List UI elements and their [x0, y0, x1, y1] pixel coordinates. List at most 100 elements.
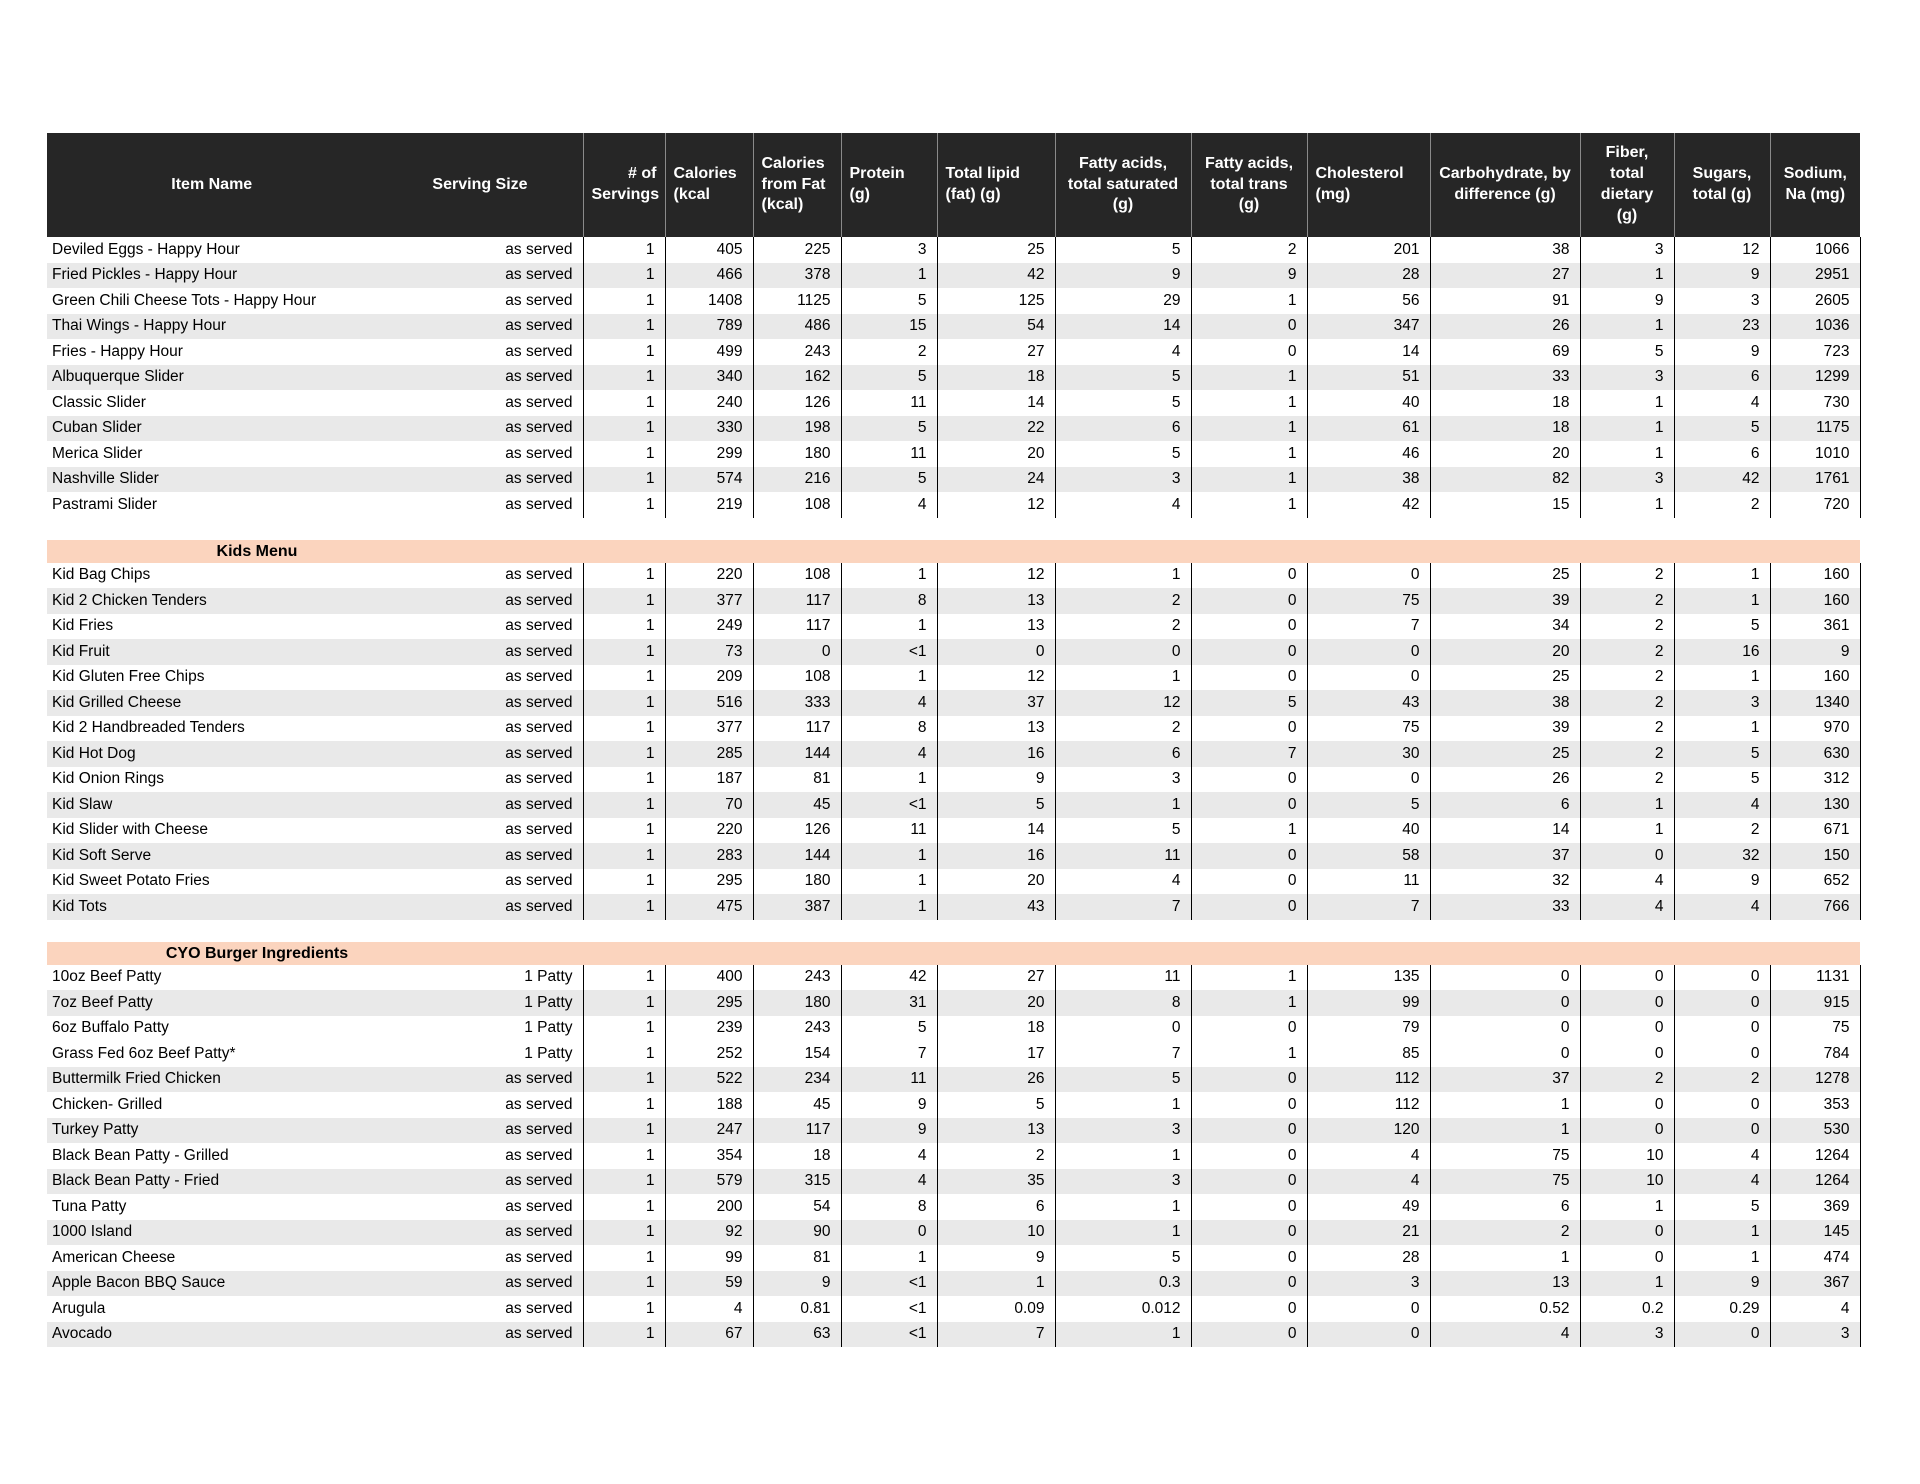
value-cell[interactable]: 99	[1307, 990, 1431, 1016]
value-cell[interactable]: 4	[841, 1143, 938, 1169]
value-cell[interactable]: 5	[1055, 441, 1192, 467]
value-cell[interactable]: 32	[1674, 843, 1771, 869]
value-cell[interactable]: 1036	[1770, 313, 1861, 339]
value-cell[interactable]: 1	[1674, 562, 1771, 588]
value-cell[interactable]: 0	[1191, 1168, 1308, 1194]
value-cell[interactable]: 220	[665, 817, 754, 843]
value-cell[interactable]: 30	[1307, 741, 1431, 767]
value-cell[interactable]: 11	[1055, 964, 1192, 990]
item-name-cell[interactable]: Fried Pickles - Happy Hour	[47, 262, 377, 288]
value-cell[interactable]: 0	[1430, 1041, 1581, 1067]
value-cell[interactable]: 1	[583, 1041, 666, 1067]
serving-size-cell[interactable]: as served	[377, 1092, 584, 1118]
value-cell[interactable]: 1	[583, 262, 666, 288]
value-cell[interactable]: 39	[1430, 588, 1581, 614]
value-cell[interactable]: 12	[1674, 237, 1771, 263]
value-cell[interactable]: 915	[1770, 990, 1861, 1016]
item-name-cell[interactable]: Kid Soft Serve	[47, 843, 377, 869]
value-cell[interactable]: 0	[1580, 1117, 1675, 1143]
item-name-cell[interactable]: Kid Hot Dog	[47, 741, 377, 767]
value-cell[interactable]: 1	[1580, 792, 1675, 818]
value-cell[interactable]: 67	[665, 1321, 754, 1347]
value-cell[interactable]: 789	[665, 313, 754, 339]
value-cell[interactable]: 20	[937, 441, 1056, 467]
value-cell[interactable]: 5	[937, 792, 1056, 818]
value-cell[interactable]: 1	[583, 792, 666, 818]
value-cell[interactable]: 18	[753, 1143, 842, 1169]
value-cell[interactable]: 70	[665, 792, 754, 818]
serving-size-cell[interactable]: as served	[377, 262, 584, 288]
value-cell[interactable]: 0	[1191, 1245, 1308, 1271]
value-cell[interactable]: 160	[1770, 562, 1861, 588]
serving-size-cell[interactable]: as served	[377, 690, 584, 716]
value-cell[interactable]: 252	[665, 1041, 754, 1067]
value-cell[interactable]: 1340	[1770, 690, 1861, 716]
value-cell[interactable]: 10	[937, 1219, 1056, 1245]
value-cell[interactable]: 69	[1430, 339, 1581, 365]
value-cell[interactable]: 81	[753, 1245, 842, 1271]
value-cell[interactable]: 0	[1191, 868, 1308, 894]
value-cell[interactable]: 33	[1430, 364, 1581, 390]
value-cell[interactable]: 198	[753, 415, 842, 441]
value-cell[interactable]: 1	[583, 613, 666, 639]
value-cell[interactable]: 4	[1307, 1143, 1431, 1169]
value-cell[interactable]: 220	[665, 562, 754, 588]
value-cell[interactable]: 5	[1307, 792, 1431, 818]
value-cell[interactable]: 2605	[1770, 288, 1861, 314]
value-cell[interactable]: 0	[1580, 1092, 1675, 1118]
value-cell[interactable]: 6	[1430, 792, 1581, 818]
value-cell[interactable]: 4	[1770, 1296, 1861, 1322]
value-cell[interactable]: 1	[1191, 492, 1308, 518]
item-name-cell[interactable]: Arugula	[52, 1299, 106, 1317]
serving-size-cell[interactable]: as served	[377, 1321, 584, 1347]
value-cell[interactable]: 1	[1055, 792, 1192, 818]
value-cell[interactable]: 1	[1674, 1219, 1771, 1245]
value-cell[interactable]: 1	[1191, 990, 1308, 1016]
value-cell[interactable]: 90	[753, 1219, 842, 1245]
value-cell[interactable]: 1	[583, 288, 666, 314]
value-cell[interactable]: 1	[1055, 1321, 1192, 1347]
value-cell[interactable]: 0	[937, 639, 1056, 665]
serving-size-cell[interactable]: as served	[377, 868, 584, 894]
value-cell[interactable]: 1	[583, 690, 666, 716]
value-cell[interactable]: 5	[1055, 364, 1192, 390]
value-cell[interactable]: 26	[937, 1066, 1056, 1092]
value-cell[interactable]: 4	[1674, 390, 1771, 416]
value-cell[interactable]: 1	[1674, 664, 1771, 690]
value-cell[interactable]: 784	[1770, 1041, 1861, 1067]
value-cell[interactable]: 2	[1674, 492, 1771, 518]
item-name-cell[interactable]: Albuquerque Slider	[47, 364, 377, 390]
value-cell[interactable]: 46	[1307, 441, 1431, 467]
value-cell[interactable]: 4	[841, 1168, 938, 1194]
value-cell[interactable]: 0	[1674, 1015, 1771, 1041]
value-cell[interactable]: 4	[841, 741, 938, 767]
value-cell[interactable]: 2	[1580, 613, 1675, 639]
value-cell[interactable]: 11	[841, 441, 938, 467]
value-cell[interactable]: 377	[665, 588, 754, 614]
value-cell[interactable]: 20	[937, 868, 1056, 894]
item-name-cell[interactable]: Deviled Eggs - Happy Hour	[52, 240, 240, 258]
value-cell[interactable]: 2	[841, 339, 938, 365]
value-cell[interactable]: 330	[665, 415, 754, 441]
value-cell[interactable]: 187	[665, 766, 754, 792]
value-cell[interactable]: 24	[937, 466, 1056, 492]
value-cell[interactable]: 63	[753, 1321, 842, 1347]
value-cell[interactable]: 299	[665, 441, 754, 467]
value-cell[interactable]: 7	[1307, 613, 1431, 639]
value-cell[interactable]: 1	[583, 741, 666, 767]
serving-size-cell[interactable]: as served	[377, 288, 584, 314]
value-cell[interactable]: 9	[1191, 262, 1308, 288]
value-cell[interactable]: 970	[1770, 715, 1861, 741]
value-cell[interactable]: 9	[1580, 288, 1675, 314]
serving-size-cell[interactable]: as served	[377, 792, 584, 818]
value-cell[interactable]: 1	[1191, 964, 1308, 990]
value-cell[interactable]: 1	[1430, 1245, 1581, 1271]
value-cell[interactable]: 37	[1430, 843, 1581, 869]
value-cell[interactable]: 18	[937, 1015, 1056, 1041]
value-cell[interactable]: 126	[753, 817, 842, 843]
value-cell[interactable]: 1	[841, 894, 938, 920]
value-cell[interactable]: 0	[1580, 843, 1675, 869]
value-cell[interactable]: 1	[583, 364, 666, 390]
value-cell[interactable]: 1	[583, 817, 666, 843]
value-cell[interactable]: 1	[583, 1092, 666, 1118]
